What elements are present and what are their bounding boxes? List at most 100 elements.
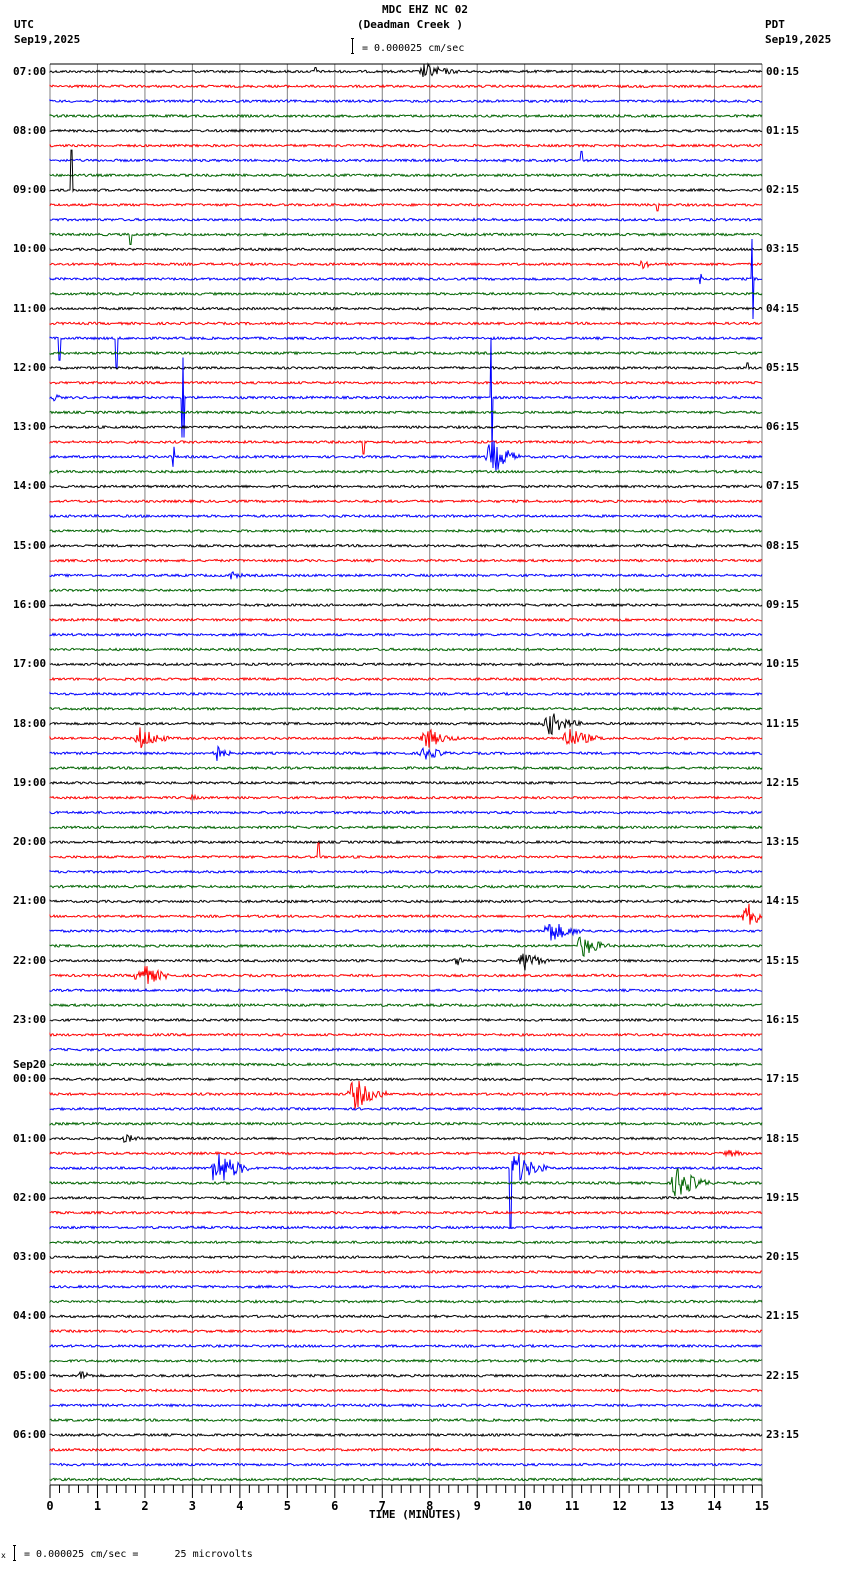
trace-line bbox=[49, 780, 763, 786]
trace-line bbox=[49, 380, 762, 385]
x-tick-label: 2 bbox=[141, 1499, 148, 1513]
footer-scale-prefix: x bbox=[1, 1551, 6, 1560]
utc-time-label: 03:00 bbox=[13, 1250, 47, 1264]
pdt-time-label: 03:15 bbox=[766, 242, 800, 256]
trace-line bbox=[49, 1047, 763, 1052]
trace-line bbox=[49, 903, 763, 925]
trace-line bbox=[49, 1328, 763, 1334]
trace-line bbox=[49, 647, 763, 652]
trace-line bbox=[49, 84, 763, 89]
trace-line bbox=[49, 1370, 763, 1380]
pdt-time-label: 18:15 bbox=[766, 1131, 800, 1145]
trace-line bbox=[49, 1210, 763, 1216]
pdt-time-label: 08:15 bbox=[766, 538, 800, 552]
trace-line bbox=[49, 1417, 763, 1423]
pdt-time-label: 05:15 bbox=[766, 360, 800, 374]
pdt-time-label: 21:15 bbox=[766, 1309, 800, 1323]
x-tick-label: 8 bbox=[426, 1499, 433, 1513]
utc-time-label: 11:00 bbox=[13, 301, 47, 315]
utc-time-label: 02:00 bbox=[13, 1190, 47, 1204]
left-date: Sep19,2025 bbox=[14, 33, 81, 46]
pdt-time-label: 23:15 bbox=[766, 1427, 800, 1441]
x-tick-label: 1 bbox=[94, 1499, 101, 1513]
trace-line bbox=[49, 558, 763, 564]
trace-line bbox=[49, 306, 763, 312]
pdt-time-label: 01:15 bbox=[766, 123, 800, 137]
pdt-time-label: 22:15 bbox=[766, 1368, 800, 1382]
trace-line bbox=[49, 1269, 763, 1275]
left-timezone: UTC bbox=[14, 18, 34, 31]
trace-line bbox=[49, 691, 763, 697]
pdt-time-label: 16:15 bbox=[766, 1012, 800, 1026]
pdt-time-label: 00:15 bbox=[766, 64, 800, 78]
utc-time-label: 22:00 bbox=[13, 953, 47, 967]
station-title: MDC EHZ NC 02 bbox=[381, 3, 469, 16]
utc-time-label: 15:00 bbox=[13, 538, 47, 552]
trace-line bbox=[49, 259, 763, 270]
trace-line bbox=[49, 1240, 763, 1245]
trace-line bbox=[49, 617, 763, 623]
trace-line bbox=[49, 238, 763, 320]
utc-time-label: 07:00 bbox=[13, 64, 47, 78]
scale-bar-icon bbox=[351, 38, 354, 54]
trace-line bbox=[49, 149, 763, 193]
trace-line bbox=[49, 884, 763, 889]
x-tick-label: 15 bbox=[755, 1499, 769, 1513]
trace-line bbox=[49, 869, 763, 874]
pdt-time-label: 14:15 bbox=[766, 894, 800, 908]
utc-time-label: 20:00 bbox=[13, 835, 47, 849]
utc-time-label: 17:00 bbox=[13, 657, 47, 671]
trace-line bbox=[49, 953, 763, 971]
trace-line bbox=[49, 1284, 763, 1290]
trace-line bbox=[49, 150, 763, 163]
trace-line bbox=[49, 1167, 763, 1197]
trace-line bbox=[49, 765, 763, 771]
utc-time-label: 21:00 bbox=[13, 894, 47, 908]
utc-time-label: 12:00 bbox=[13, 360, 47, 374]
pdt-time-label: 12:15 bbox=[766, 775, 800, 789]
x-tick-label: 10 bbox=[517, 1499, 531, 1513]
trace-line bbox=[49, 1195, 763, 1201]
trace-line bbox=[49, 1062, 763, 1067]
utc-time-label: 08:00 bbox=[13, 123, 47, 137]
trace-line bbox=[49, 1254, 763, 1260]
x-axis-title: TIME (MINUTES) bbox=[369, 1508, 462, 1521]
utc-time-label: 00:00 bbox=[13, 1072, 47, 1086]
trace-line bbox=[49, 1076, 763, 1082]
trace-line bbox=[49, 587, 763, 593]
x-tick-label: 4 bbox=[236, 1499, 243, 1513]
x-tick-label: 14 bbox=[707, 1499, 721, 1513]
trace-line bbox=[49, 469, 763, 475]
x-tick-label: 7 bbox=[379, 1499, 386, 1513]
utc-time-label: 19:00 bbox=[13, 775, 47, 789]
pdt-time-label: 15:15 bbox=[766, 953, 800, 967]
trace-line bbox=[49, 484, 763, 489]
trace-line bbox=[49, 1432, 763, 1438]
trace-line bbox=[49, 291, 763, 297]
trace-line bbox=[49, 62, 763, 77]
trace-line bbox=[49, 1477, 763, 1482]
trace-line bbox=[49, 113, 763, 119]
scale-label: = 0.000025 cm/sec bbox=[362, 43, 465, 54]
trace-line bbox=[49, 632, 763, 637]
trace-line bbox=[49, 337, 763, 458]
trace-line bbox=[49, 217, 763, 222]
x-tick-label: 11 bbox=[565, 1499, 579, 1513]
trace-line bbox=[49, 1402, 762, 1408]
utc-time-label: 10:00 bbox=[13, 242, 47, 256]
trace-line bbox=[49, 1447, 763, 1453]
trace-line bbox=[49, 1225, 763, 1230]
trace-line bbox=[49, 528, 763, 534]
utc-time-label: 18:00 bbox=[13, 716, 47, 730]
utc-time-label: 06:00 bbox=[13, 1427, 47, 1441]
trace-line bbox=[49, 727, 763, 749]
trace-line bbox=[49, 128, 763, 134]
trace-line bbox=[49, 966, 763, 984]
trace-line bbox=[49, 602, 763, 608]
x-tick-label: 3 bbox=[189, 1499, 196, 1513]
pdt-time-label: 11:15 bbox=[766, 716, 800, 730]
trace-line bbox=[49, 1032, 763, 1037]
trace-line bbox=[49, 1462, 763, 1467]
pdt-time-label: 17:15 bbox=[766, 1072, 800, 1086]
trace-line bbox=[49, 424, 763, 430]
